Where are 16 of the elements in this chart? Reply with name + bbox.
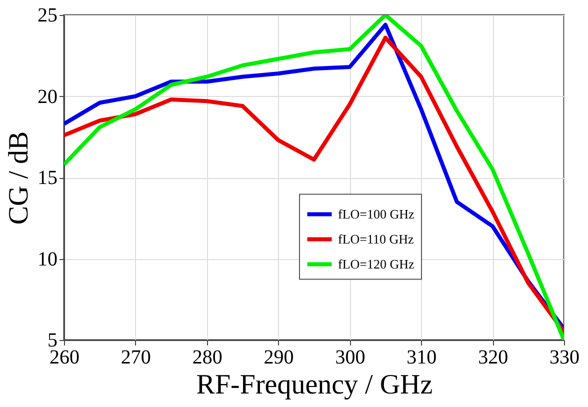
y-tick-label: 25 [38,4,58,26]
x-tick-label: 330 [550,346,580,368]
x-tick-label: 280 [192,346,222,368]
x-tick-label: 300 [335,346,366,368]
y-tick-label: 20 [38,86,58,108]
legend-label: fLO=120 GHz [338,256,415,272]
x-tick-label: 310 [406,346,437,368]
x-tick-label: 320 [478,346,508,368]
y-tick-label: 10 [38,248,58,270]
x-axis-title: RF-Frequency / GHz [196,370,433,400]
legend-label: fLO=100 GHz [338,206,415,222]
x-tick-label: 290 [264,346,294,368]
y-axis-title: CG / dB [4,131,34,225]
legend-label: fLO=110 GHz [338,231,414,246]
x-tick-label: 270 [120,346,151,368]
y-tick-label: 15 [38,167,58,189]
